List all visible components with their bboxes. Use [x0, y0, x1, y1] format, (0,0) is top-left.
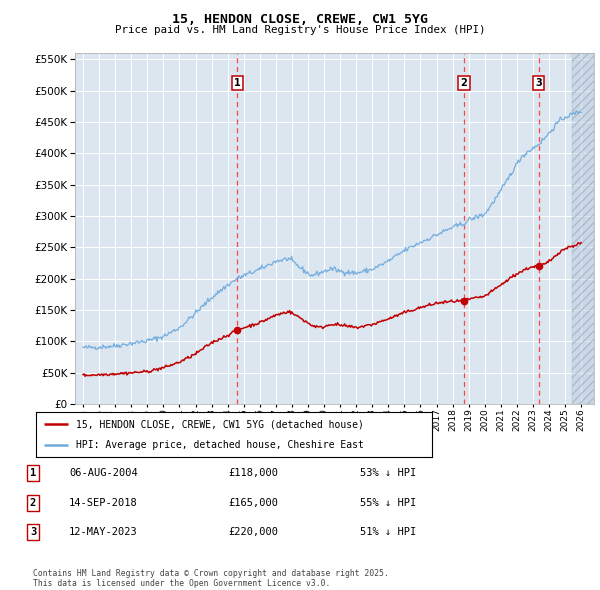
Text: 14-SEP-2018: 14-SEP-2018: [69, 498, 138, 507]
Text: 06-AUG-2004: 06-AUG-2004: [69, 468, 138, 478]
Text: 51% ↓ HPI: 51% ↓ HPI: [360, 527, 416, 537]
Text: 15, HENDON CLOSE, CREWE, CW1 5YG: 15, HENDON CLOSE, CREWE, CW1 5YG: [172, 13, 428, 26]
Text: 3: 3: [535, 78, 542, 88]
Text: 12-MAY-2023: 12-MAY-2023: [69, 527, 138, 537]
Text: Contains HM Land Registry data © Crown copyright and database right 2025.
This d: Contains HM Land Registry data © Crown c…: [33, 569, 389, 588]
Bar: [572, 53, 594, 404]
Text: 2: 2: [461, 78, 467, 88]
Text: Price paid vs. HM Land Registry's House Price Index (HPI): Price paid vs. HM Land Registry's House …: [115, 25, 485, 35]
Text: HPI: Average price, detached house, Cheshire East: HPI: Average price, detached house, Ches…: [76, 440, 364, 450]
Text: 55% ↓ HPI: 55% ↓ HPI: [360, 498, 416, 507]
Text: 15, HENDON CLOSE, CREWE, CW1 5YG (detached house): 15, HENDON CLOSE, CREWE, CW1 5YG (detach…: [76, 419, 364, 429]
Text: £220,000: £220,000: [228, 527, 278, 537]
Text: £165,000: £165,000: [228, 498, 278, 507]
Text: 53% ↓ HPI: 53% ↓ HPI: [360, 468, 416, 478]
Text: 1: 1: [30, 468, 36, 478]
Text: £118,000: £118,000: [228, 468, 278, 478]
Text: 1: 1: [234, 78, 241, 88]
Text: 3: 3: [30, 527, 36, 537]
Text: 2: 2: [30, 498, 36, 507]
